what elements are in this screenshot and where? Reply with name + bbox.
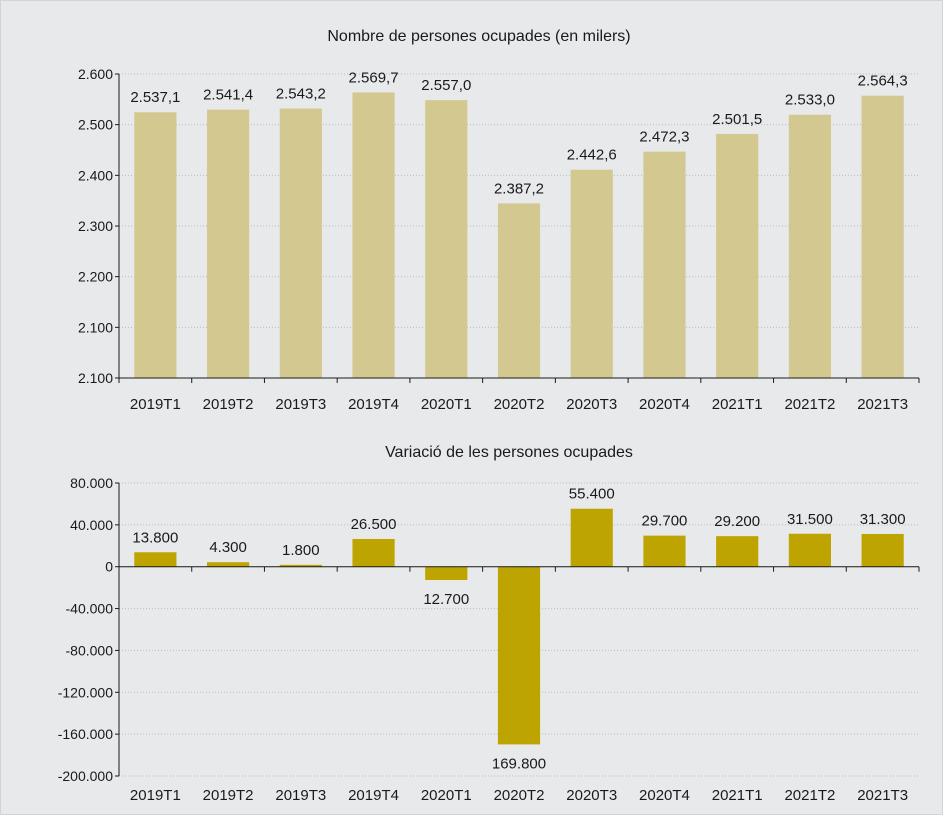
chart1-data-labels: 2.537,1 2.541,4 2.543,2 2.569,7 2.557,0 2.387… — [130, 69, 907, 197]
c2-data-label: 4.300 — [209, 539, 247, 556]
c1-data-label: 2.501,5 — [712, 111, 762, 128]
c2-x-tick-label: 2020T2 — [494, 787, 545, 804]
c2-x-tick-label: 2019T3 — [275, 787, 326, 804]
c1-x-tick-label: 2020T4 — [639, 396, 690, 413]
c1-x-tick-label: 2021T3 — [857, 396, 908, 413]
c1-data-label: 2.569,7 — [349, 69, 399, 86]
c2-y-tick-label: -200.000 — [58, 768, 113, 784]
chart1-x-tick-labels: 2019T1 2019T2 2019T3 2019T4 2020T1 2020T2 2020… — [130, 396, 908, 413]
employed-persons-chart: Nombre de persones ocupades (en milers) … — [78, 28, 920, 413]
c1-bar-2020T4 — [643, 151, 686, 378]
c2-bar-2019T1 — [134, 552, 177, 567]
c1-x-tick-label: 2019T1 — [130, 396, 181, 413]
c2-bar-2019T4 — [352, 538, 395, 567]
c2-x-tick-label: 2021T1 — [712, 787, 763, 804]
chart1-title: Nombre de persones ocupades (en milers) — [327, 28, 630, 45]
c2-bar-2021T1 — [716, 536, 759, 567]
c2-data-label: 169.800 — [492, 755, 546, 772]
chart2-bars — [134, 508, 904, 745]
c2-x-tick-label: 2019T1 — [130, 787, 181, 804]
c1-data-label: 2.537,1 — [130, 89, 180, 106]
c2-bar-2019T3 — [279, 564, 322, 567]
chart1-y-tick-labels: 2.100 2.100 2.200 2.300 2.400 2.500 2.600 — [78, 66, 113, 386]
c1-y-tick-label: 2.300 — [78, 218, 113, 234]
c2-bar-2019T2 — [207, 562, 250, 567]
chart2-title: Variació de les persones ocupades — [385, 444, 633, 461]
chart2-data-labels: 13.800 4.300 1.800 26.500 12.700 169.800 55.40… — [132, 486, 905, 773]
c1-data-label: 2.564,3 — [858, 73, 908, 90]
c2-y-tick-label: 0 — [105, 559, 113, 575]
c1-bar-2020T1 — [425, 100, 468, 379]
c2-bar-2020T2 — [497, 566, 541, 745]
c2-y-tick-label: 40.000 — [70, 517, 113, 533]
c1-data-label: 2.543,2 — [276, 86, 326, 103]
c1-bar-2020T2 — [497, 203, 541, 378]
c2-bar-2021T2 — [788, 533, 831, 567]
c1-data-label: 2.557,0 — [421, 77, 471, 94]
employment-change-chart: Variació de les persones ocupades -200.0… — [58, 444, 920, 804]
c2-y-tick-label: -80.000 — [66, 642, 114, 658]
c1-x-tick-label: 2020T2 — [494, 396, 545, 413]
c1-y-tick-label: 2.100 — [78, 370, 113, 386]
c1-y-tick-label: 2.600 — [78, 66, 113, 82]
c1-bar-2021T1 — [716, 133, 759, 378]
c2-data-label: 55.400 — [569, 486, 615, 503]
c1-bar-2019T2 — [207, 109, 250, 379]
c2-bar-2020T1 — [425, 566, 468, 581]
c2-bar-2021T3 — [861, 533, 904, 567]
chart1-axes — [115, 73, 920, 383]
c2-data-label: 29.700 — [642, 513, 688, 530]
c2-x-tick-label: 2020T1 — [421, 787, 472, 804]
c1-data-label: 2.533,0 — [785, 92, 835, 109]
c1-x-tick-label: 2019T4 — [348, 396, 399, 413]
c1-data-label: 2.442,6 — [567, 147, 617, 164]
c2-data-label: 29.200 — [714, 513, 760, 530]
c1-x-tick-label: 2020T3 — [566, 396, 617, 413]
c2-bar-2020T3 — [570, 508, 613, 567]
c1-bar-2019T4 — [352, 92, 395, 379]
c1-bar-2019T3 — [279, 108, 322, 379]
c2-data-label: 31.500 — [787, 511, 833, 528]
c2-x-tick-label: 2020T3 — [566, 787, 617, 804]
c1-x-tick-label: 2021T2 — [784, 396, 835, 413]
c2-y-tick-label: -40.000 — [66, 601, 114, 617]
c1-x-tick-label: 2019T2 — [203, 396, 254, 413]
c2-x-tick-label: 2019T4 — [348, 787, 399, 804]
chart1-bars — [134, 92, 904, 379]
c1-x-tick-label: 2021T1 — [712, 396, 763, 413]
c2-y-tick-label: -160.000 — [58, 726, 113, 742]
c1-x-tick-label: 2019T3 — [275, 396, 326, 413]
c1-bar-2019T1 — [134, 112, 177, 379]
chart2-x-tick-labels: 2019T1 2019T2 2019T3 2019T4 2020T1 2020T2 2020… — [130, 787, 908, 804]
c1-y-tick-label: 2.200 — [78, 269, 113, 285]
c1-data-label: 2.472,3 — [639, 129, 689, 146]
c1-data-label: 2.387,2 — [494, 180, 544, 197]
c2-x-tick-label: 2020T4 — [639, 787, 690, 804]
c2-data-label: 26.500 — [351, 516, 397, 533]
c1-bar-2021T2 — [788, 114, 831, 379]
c1-x-tick-label: 2020T1 — [421, 396, 472, 413]
c2-x-tick-label: 2021T3 — [857, 787, 908, 804]
c2-data-label: 13.800 — [132, 529, 178, 546]
c1-y-tick-label: 2.500 — [78, 117, 113, 133]
c1-data-label: 2.541,4 — [203, 87, 253, 104]
c2-data-label: 1.800 — [282, 542, 320, 559]
c2-y-tick-label: -120.000 — [58, 684, 113, 700]
c1-y-tick-label: 2.400 — [78, 167, 113, 183]
c2-bar-2020T4 — [643, 535, 686, 567]
c1-bar-2021T3 — [861, 95, 904, 378]
c2-data-label: 12.700 — [423, 591, 469, 608]
c1-bar-2020T3 — [570, 169, 613, 378]
c2-y-tick-label: 80.000 — [70, 475, 113, 491]
chart2-axes — [115, 482, 920, 777]
chart2-y-tick-labels: -200.000 -160.000 -120.000 -80.000 -40.000 0 4… — [58, 475, 113, 784]
c1-y-tick-label: 2.100 — [78, 319, 113, 335]
c2-x-tick-label: 2021T2 — [784, 787, 835, 804]
c2-data-label: 31.300 — [860, 511, 906, 528]
c2-x-tick-label: 2019T2 — [203, 787, 254, 804]
